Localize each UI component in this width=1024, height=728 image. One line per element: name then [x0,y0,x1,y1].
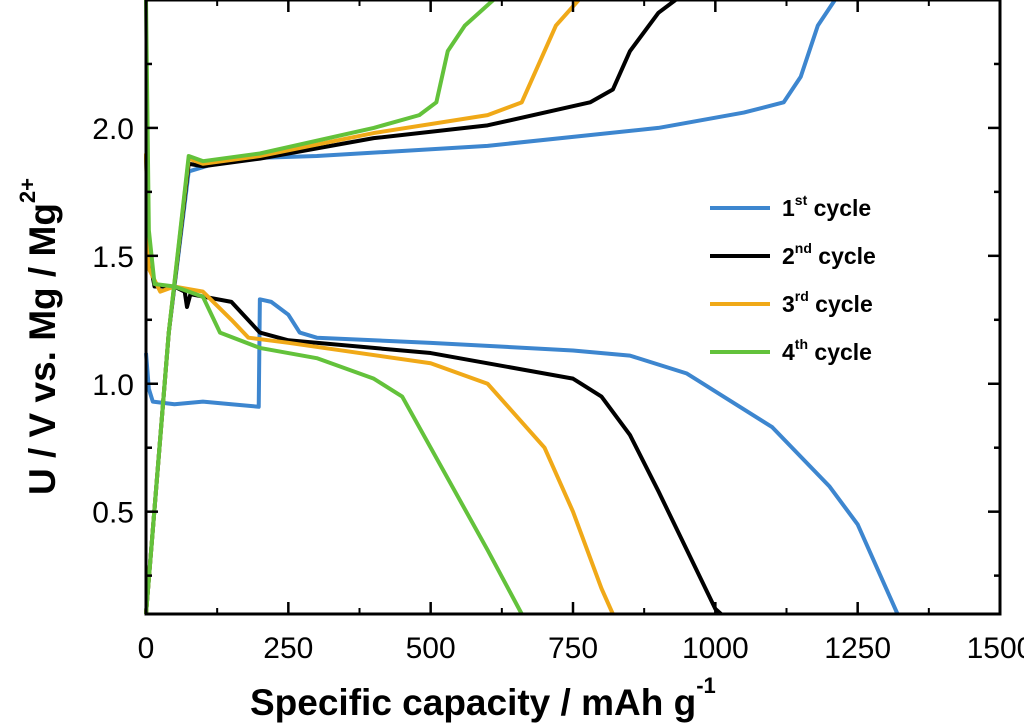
y-axis-label-sup: 2+ [15,178,40,203]
series-1-charge [144,0,837,615]
x-tick-label: 0 [138,632,155,665]
x-tick-label: 1250 [824,632,891,665]
legend: 1st cycle 2nd cycle 3rd cycle 4th cycle [710,192,876,365]
y-axis-label: U / V vs. Mg / Mg2+ [15,178,63,495]
series-4-discharge [144,0,524,615]
y-tick-label: 0.5 [92,497,134,530]
series-3-discharge [144,153,615,615]
y-tick-label: 1.5 [92,241,134,274]
curves [144,0,900,616]
y-tick-label: 1.0 [92,369,134,402]
series-1-discharge [144,297,900,615]
x-tick-label: 500 [406,632,456,665]
legend-label-4: 4th cycle [782,336,872,365]
series-3-charge [144,0,581,615]
y-tick-label: 2.0 [92,113,134,146]
legend-label-3: 3rd cycle [782,288,873,317]
legend-label-2: 2nd cycle [782,240,876,269]
x-axis-label: Specific capacity / mAh g-1 [250,673,716,723]
series-2-charge [144,0,677,615]
x-axis-label-sup: -1 [696,673,716,698]
series-4-charge [144,0,495,615]
series-2-discharge [144,153,723,616]
legend-label-1: 1st cycle [782,192,871,221]
x-tick-label: 750 [548,632,598,665]
x-tick-label: 250 [263,632,313,665]
x-tick-label: 1000 [682,632,749,665]
